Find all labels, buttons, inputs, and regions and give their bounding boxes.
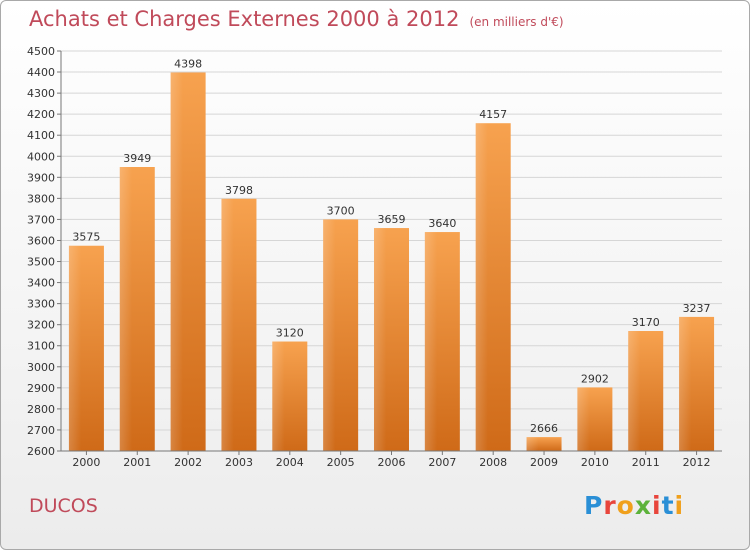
data-label-2002: 4398 [174, 57, 202, 70]
data-labels: 3575 3949 4398 3798 3120 3700 3659 3640 4157 2666… [72, 57, 710, 435]
data-label-2001: 3949 [123, 152, 151, 165]
y-tick-label: 4200 [27, 108, 55, 121]
y-tick-label: 3800 [27, 192, 55, 205]
data-label-2011: 3170 [632, 316, 660, 329]
commune-name: DUCOS [29, 495, 98, 517]
bar-highlight [221, 198, 234, 451]
data-label-2008: 4157 [479, 108, 507, 121]
x-tick-label-2005: 2005 [327, 456, 355, 469]
y-tick-label: 2900 [27, 382, 55, 395]
bar-highlight [272, 341, 285, 451]
y-tick-label: 4000 [27, 150, 55, 163]
bar-highlight [628, 331, 641, 451]
data-label-2005: 3700 [327, 204, 355, 217]
y-tick-label: 4500 [27, 45, 55, 58]
chart-title-text: Achats et Charges Externes 2000 à 2012 [29, 7, 460, 31]
x-tick-label-2011: 2011 [632, 456, 660, 469]
bar-highlight [577, 387, 590, 451]
x-tick-label-2008: 2008 [479, 456, 507, 469]
bar-highlight [526, 437, 539, 451]
y-tick-label: 2800 [27, 403, 55, 416]
y-tick-label: 3100 [27, 340, 55, 353]
bars [68, 72, 715, 452]
data-label-2007: 3640 [428, 217, 456, 230]
y-tick-label: 2700 [27, 424, 55, 437]
x-tick-label-2012: 2012 [683, 456, 711, 469]
y-tick-label: 3600 [27, 234, 55, 247]
bar-highlight [374, 228, 387, 451]
x-tick-label-2004: 2004 [276, 456, 304, 469]
y-tick-label: 3000 [27, 361, 55, 374]
bar-highlight [679, 316, 692, 451]
x-tick-label-2007: 2007 [428, 456, 456, 469]
x-tick-label-2003: 2003 [225, 456, 253, 469]
proxiti-logo: Proxiti [584, 491, 685, 520]
data-label-2012: 3237 [683, 302, 711, 315]
x-tick-label-2001: 2001 [123, 456, 151, 469]
data-label-2000: 3575 [72, 231, 100, 244]
unit-note: (en milliers d'€) [469, 15, 564, 29]
x-tick-label-2010: 2010 [581, 456, 609, 469]
y-tick-label: 2600 [27, 445, 55, 458]
data-label-2006: 3659 [378, 213, 406, 226]
bar-highlight [424, 232, 438, 451]
x-tick-label-2002: 2002 [174, 456, 202, 469]
y-tick-label: 3400 [27, 277, 55, 290]
y-tick-label: 3200 [27, 319, 55, 332]
y-tick-label: 4300 [27, 87, 55, 100]
y-tick-label: 3700 [27, 213, 55, 226]
y-tick-label: 4400 [27, 66, 55, 79]
x-tick-label-2000: 2000 [72, 456, 100, 469]
bar-highlight [170, 72, 183, 451]
axes [60, 51, 722, 452]
bar-highlight [323, 219, 336, 451]
bar-highlight [68, 245, 82, 451]
x-tick-label-2009: 2009 [530, 456, 558, 469]
data-label-2003: 3798 [225, 184, 253, 197]
y-tick-label: 3900 [27, 171, 55, 184]
bar-highlight [475, 123, 488, 452]
y-axis-ticks: 2600 2700 2800 2900 3000 3100 3200 3300 3400 3500… [27, 45, 61, 458]
x-tick-label-2006: 2006 [378, 456, 406, 469]
data-label-2004: 3120 [276, 327, 304, 340]
data-label-2010: 2902 [581, 372, 609, 385]
y-tick-label: 4100 [27, 129, 55, 142]
bar-highlight [119, 167, 133, 451]
x-axis-ticks: 2000 2001 2002 2003 2004 2005 2006 2007 2008 2009… [72, 451, 711, 469]
y-tick-label: 3500 [27, 256, 55, 269]
data-label-2009: 2666 [530, 422, 558, 435]
chart-title: Achats et Charges Externes 2000 à 2012 (e… [29, 7, 564, 31]
y-tick-label: 3300 [27, 298, 55, 311]
